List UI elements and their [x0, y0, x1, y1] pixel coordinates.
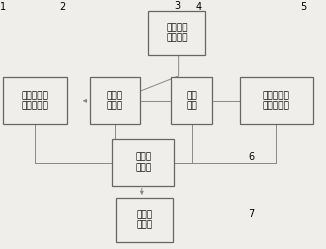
Text: 4: 4 — [196, 2, 202, 12]
Text: 5: 5 — [300, 2, 306, 12]
Text: 结果反
馈模块: 结果反 馈模块 — [136, 210, 152, 229]
Text: 视频实时
显示模块: 视频实时 显示模块 — [166, 23, 187, 43]
Text: 7: 7 — [248, 209, 254, 219]
Text: 6: 6 — [248, 152, 254, 162]
Text: 检测锁
定模块: 检测锁 定模块 — [107, 91, 123, 111]
FancyBboxPatch shape — [112, 139, 174, 186]
Text: 1: 1 — [0, 2, 6, 12]
FancyBboxPatch shape — [90, 77, 140, 124]
FancyBboxPatch shape — [171, 77, 212, 124]
FancyBboxPatch shape — [240, 77, 313, 124]
Text: 目标信息分
析整理模块: 目标信息分 析整理模块 — [263, 91, 290, 111]
Text: 数据存
储模块: 数据存 储模块 — [135, 153, 152, 172]
Text: 2: 2 — [59, 2, 65, 12]
Text: 3: 3 — [175, 1, 181, 11]
FancyBboxPatch shape — [148, 11, 205, 55]
FancyBboxPatch shape — [116, 198, 173, 242]
Text: 目标图像特
征固定模块: 目标图像特 征固定模块 — [22, 91, 49, 111]
FancyBboxPatch shape — [3, 77, 67, 124]
Text: 追踪
模块: 追踪 模块 — [186, 91, 197, 111]
